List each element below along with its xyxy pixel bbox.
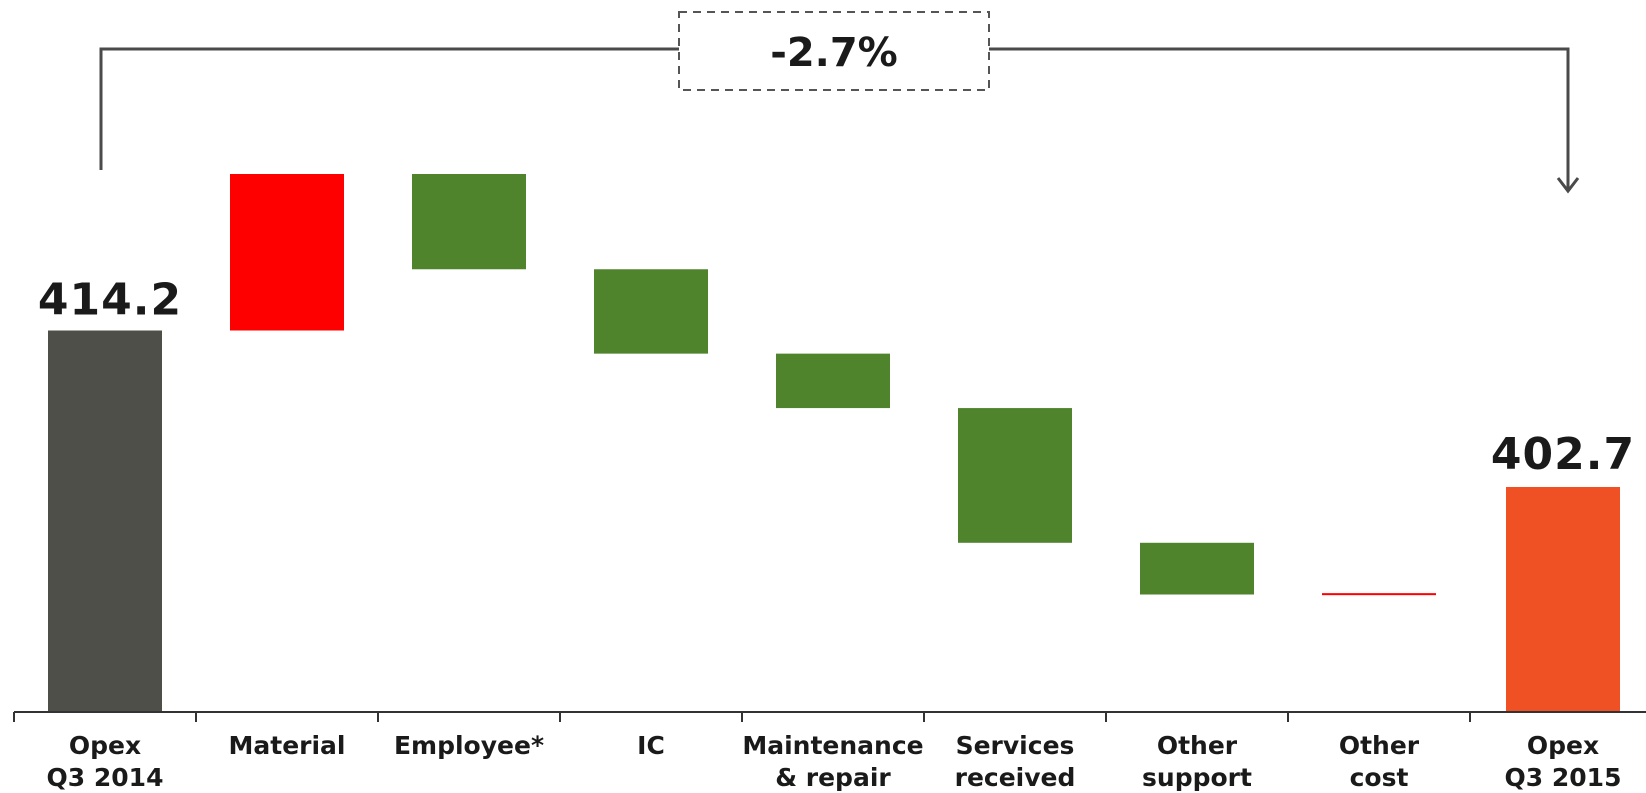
bar-employee (412, 174, 526, 269)
end-value-label: 402.7 (1491, 429, 1635, 480)
bar-other-cost (1322, 593, 1436, 595)
category-label-other-support: Other support (1142, 731, 1252, 792)
category-label-services-received: Services received (955, 731, 1076, 792)
category-label-opex-q3-2015: Opex Q3 2015 (1505, 731, 1622, 792)
bars-group (48, 174, 1620, 712)
bar-ic (594, 269, 708, 353)
category-label-other-cost: Other cost (1339, 731, 1420, 792)
bar-services-received (958, 408, 1072, 543)
category-label-opex-q3-2014: Opex Q3 2014 (47, 731, 164, 792)
category-label-ic: IC (637, 731, 665, 760)
bar-opex-q3-2015 (1506, 487, 1620, 712)
category-label-employee: Employee* (394, 731, 544, 760)
bar-maintenance-repair (776, 354, 890, 408)
category-label-maintenance-repair: Maintenance & repair (742, 731, 923, 792)
category-labels: Opex Q3 2014 Material Employee* IC Maintenanc… (47, 731, 1622, 792)
start-value-label: 414.2 (38, 275, 182, 326)
bar-opex-q3-2014 (48, 331, 162, 713)
x-axis-ticks (14, 712, 1470, 722)
bar-material (230, 174, 344, 331)
bar-other-support (1140, 543, 1254, 595)
category-label-material: Material (229, 731, 346, 760)
change-percent-label: -2.7% (770, 30, 898, 76)
